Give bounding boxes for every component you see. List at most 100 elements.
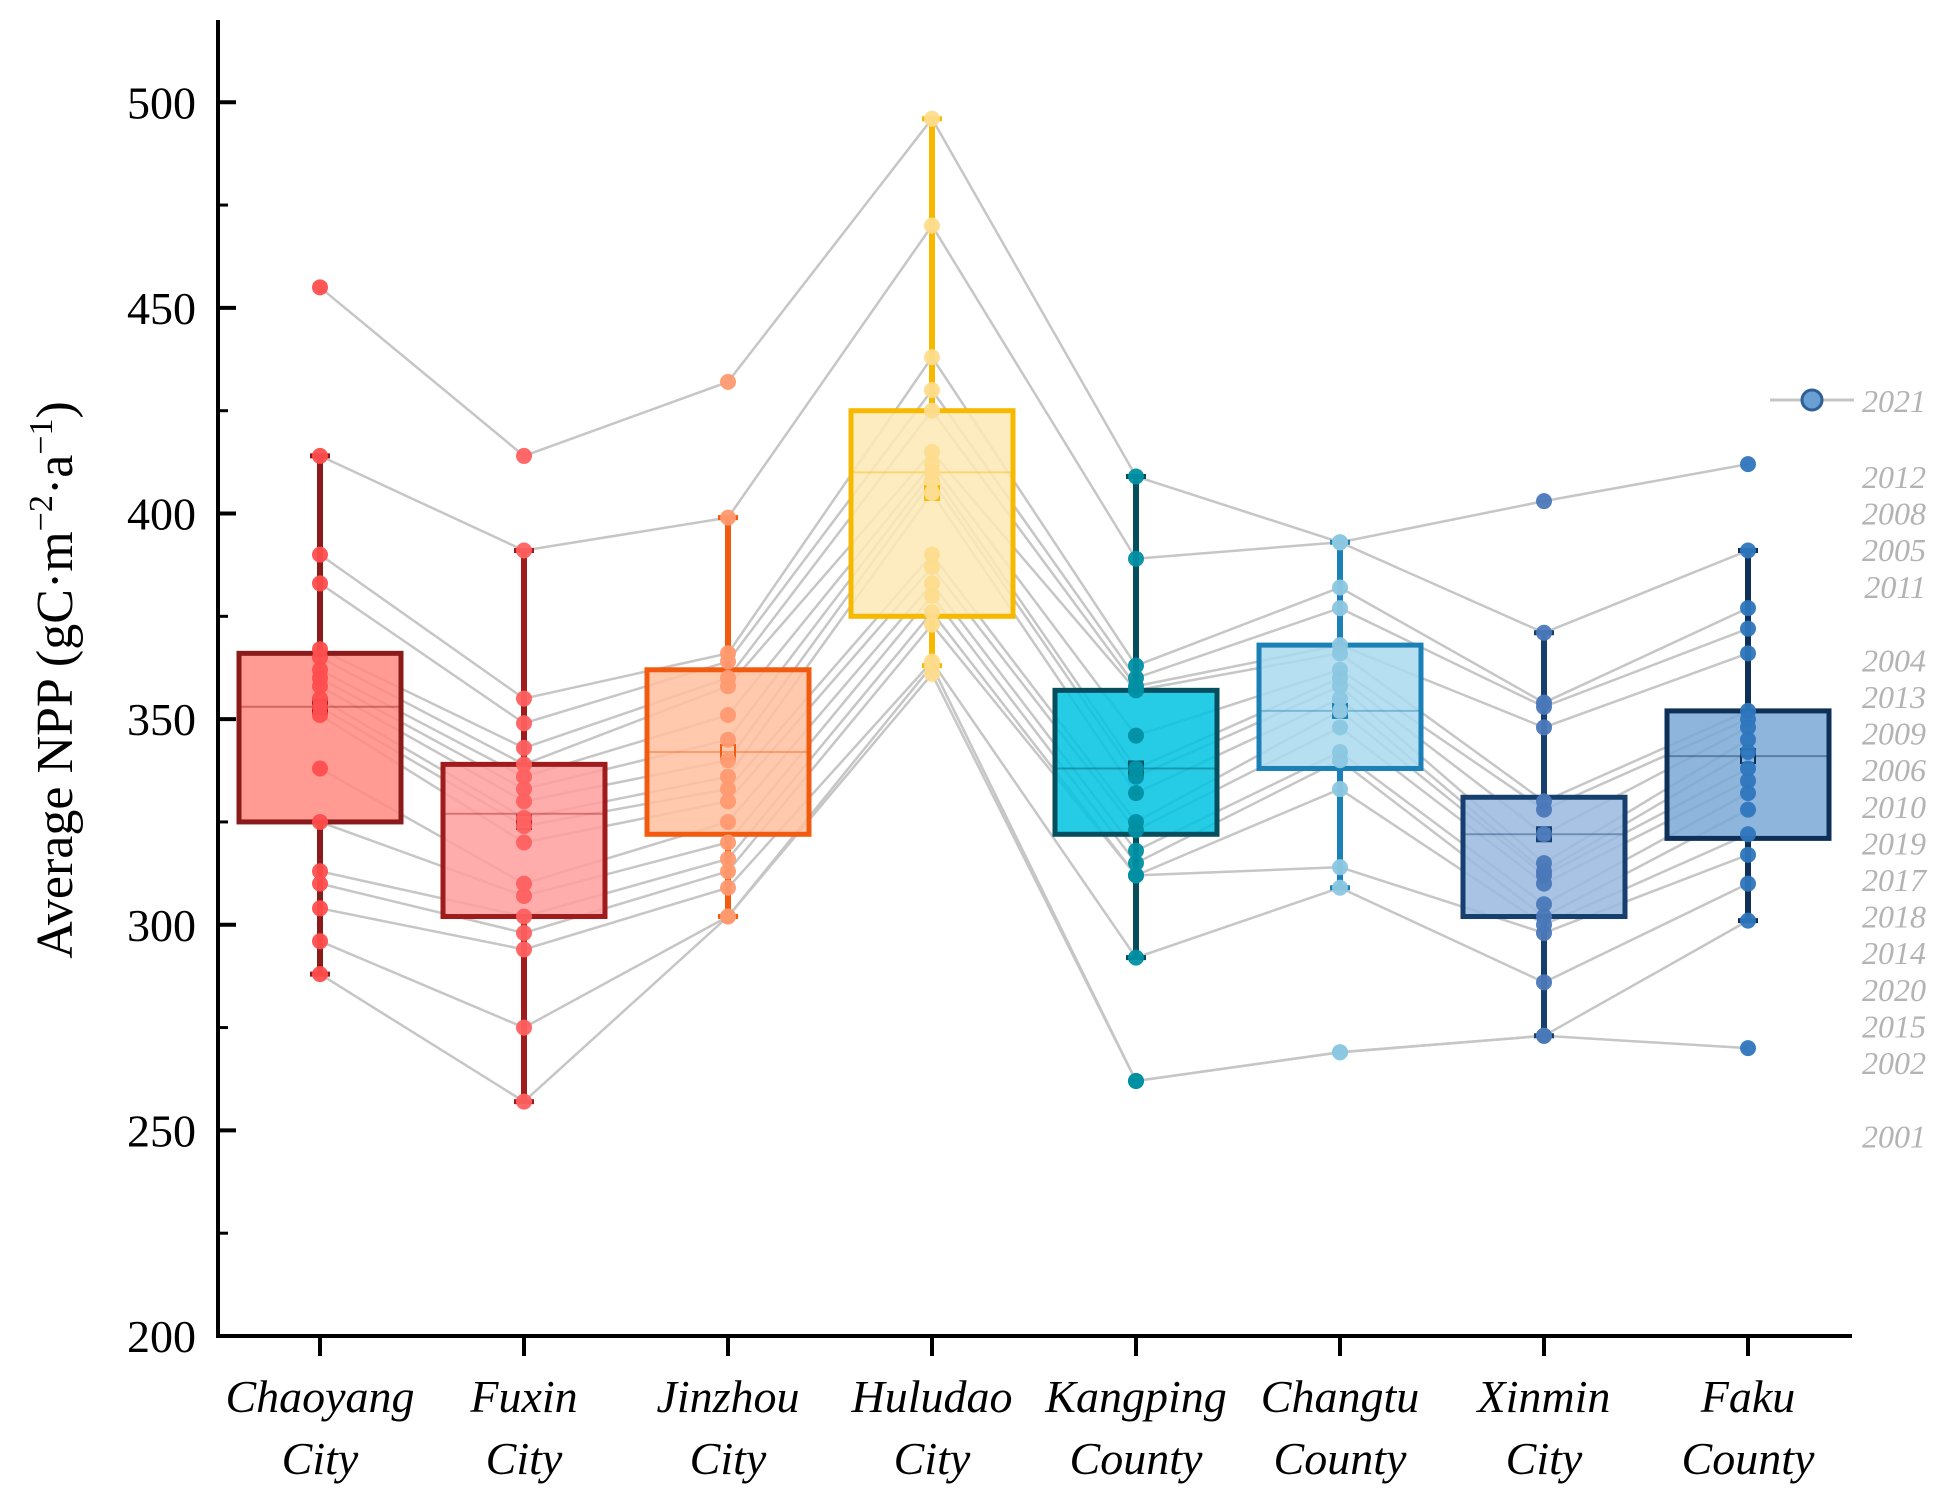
point-2006-1	[516, 793, 532, 810]
legend-year-2001: 2001	[1862, 1119, 1926, 1155]
point-2012-5	[1332, 534, 1348, 551]
x-ticks: Chaoyang City Fuxin City Jinzhou City Huludao C…	[225, 1336, 1815, 1484]
point-2021-7	[1740, 456, 1756, 473]
legend-year-2020: 2020	[1862, 972, 1926, 1008]
legend-year-2012: 2012	[1862, 459, 1926, 495]
point-2005-6	[1536, 698, 1552, 715]
legend-marker-active	[1800, 388, 1824, 412]
point-2010-7	[1740, 744, 1756, 761]
point-2008-5	[1332, 579, 1348, 596]
series-line-2002	[319, 659, 1749, 984]
x-label-0-line2: City	[282, 1433, 359, 1484]
y-axis-title-end: )	[27, 401, 84, 418]
point-2021-6	[1536, 493, 1552, 510]
series-line-2011	[319, 408, 1749, 750]
box-4	[1052, 473, 1220, 961]
point-2011-6	[1536, 719, 1552, 736]
point-2014-4	[1128, 855, 1144, 872]
x-label-7-line2: County	[1682, 1433, 1815, 1484]
point-2014-1	[516, 887, 532, 904]
point-2017-2	[720, 793, 736, 810]
point-2020-1	[516, 908, 532, 925]
series-line-extra-18	[319, 663, 1749, 1104]
point-2018-6	[1536, 896, 1552, 913]
point-2015-1	[516, 924, 532, 941]
point-2015-7	[1740, 846, 1756, 863]
x-label-3-line2: City	[894, 1433, 971, 1484]
y-tick-label-250: 250	[127, 1105, 196, 1156]
point-2008-3	[924, 349, 940, 366]
point-2006-3	[924, 472, 940, 489]
point-2019-3	[924, 546, 940, 563]
y-tick-label-400: 400	[127, 489, 196, 540]
y-tick-label-500: 500	[127, 77, 196, 128]
x-label-6-line1: Xinmin	[1476, 1371, 1611, 1422]
x-label-7-line1: Faku	[1700, 1371, 1796, 1422]
point-2018-3	[924, 575, 940, 592]
point-extra-18-6	[1536, 1027, 1552, 1044]
point-2014-7	[1740, 801, 1756, 818]
point-extra-18-1	[516, 1093, 532, 1110]
point-2006-7	[1740, 731, 1756, 748]
point-2013-6	[1536, 801, 1552, 818]
point-2002-4	[1128, 949, 1144, 966]
y-axis-title-sup2: −1	[23, 419, 60, 455]
point-2015-3	[924, 616, 940, 633]
legend-year-2019: 2019	[1862, 825, 1926, 861]
point-2005-0	[312, 575, 328, 592]
legend-year-2005: 2005	[1862, 532, 1926, 568]
box-plots	[236, 116, 1832, 1105]
point-2012-2	[720, 509, 736, 526]
point-2017-4	[1128, 822, 1144, 839]
point-extra-18-4	[1128, 1073, 1144, 1090]
point-2018-0	[312, 760, 328, 777]
legend-year-2010: 2010	[1862, 789, 1926, 825]
x-label-3-line1: Huludao	[851, 1371, 1013, 1422]
point-2015-6	[1536, 924, 1552, 941]
point-2002-5	[1332, 879, 1348, 896]
x-label-0-line1: Chaoyang	[225, 1371, 414, 1422]
point-2012-3	[924, 217, 940, 234]
point-2017-7	[1740, 772, 1756, 789]
series-line-2005	[319, 388, 1749, 725]
point-2019-1	[516, 818, 532, 835]
point-2012-0	[312, 447, 328, 464]
point-2009-1	[516, 781, 532, 798]
point-2008-7	[1740, 600, 1756, 617]
y-tick-label-350: 350	[127, 694, 196, 745]
point-extra-18-2	[720, 908, 736, 925]
point-2020-7	[1740, 826, 1756, 843]
legend-year-2021: 2021	[1862, 383, 1926, 419]
series-line-2013	[319, 462, 1749, 812]
point-2021-1	[516, 447, 532, 464]
point-2006-4	[1128, 768, 1144, 785]
point-2012-6	[1536, 624, 1552, 641]
point-2021-3	[924, 110, 940, 127]
point-2017-1	[516, 834, 532, 851]
point-2010-4	[1128, 785, 1144, 802]
point-2015-5	[1332, 859, 1348, 876]
legend-year-2008: 2008	[1862, 496, 1926, 532]
point-2019-5	[1332, 702, 1348, 719]
point-2015-4	[1128, 867, 1144, 884]
point-2004-2	[720, 678, 736, 695]
point-2020-0	[312, 863, 328, 880]
series-line-2021	[319, 116, 1749, 544]
point-2017-3	[924, 558, 940, 575]
point-2021-0	[312, 279, 328, 296]
point-2006-0	[312, 678, 328, 695]
point-2009-7	[1740, 719, 1756, 736]
point-2010-2	[720, 768, 736, 785]
point-2005-5	[1332, 600, 1348, 617]
legend-year-2009: 2009	[1862, 716, 1926, 752]
point-extra-18-7	[1740, 1040, 1756, 1057]
legend-year-2011: 2011	[1864, 569, 1926, 605]
y-axis-title: Average NPP (gC·m−2·a−1)	[23, 401, 84, 959]
point-2004-5	[1332, 645, 1348, 662]
point-2012-7	[1740, 542, 1756, 559]
point-2008-1	[516, 690, 532, 707]
legend-year-2014: 2014	[1862, 935, 1926, 971]
point-2015-0	[312, 875, 328, 892]
